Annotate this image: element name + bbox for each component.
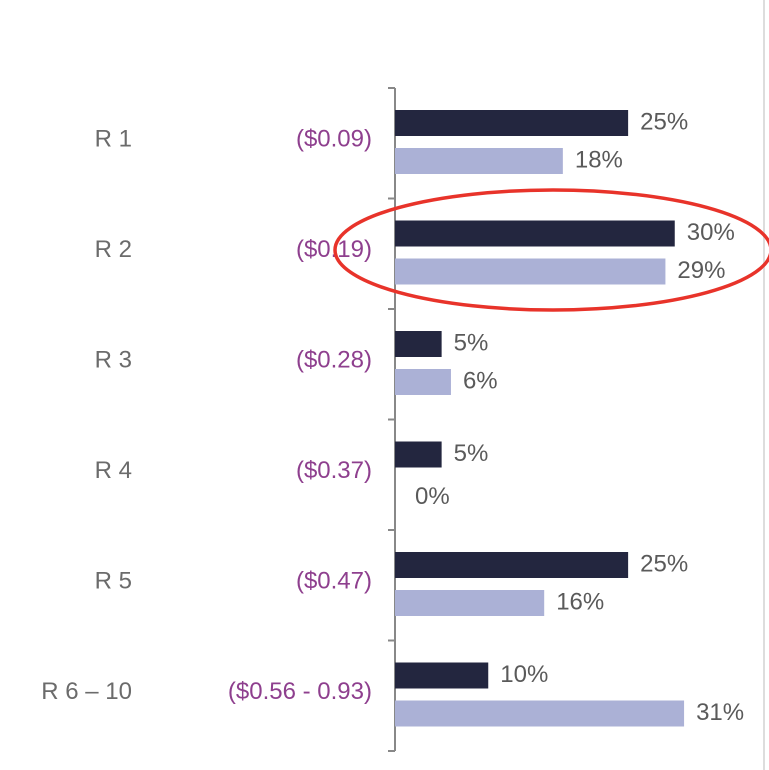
bar: [395, 258, 666, 285]
category-sublabel: ($0.56 - 0.93): [228, 678, 372, 705]
value-label: 5%: [454, 440, 489, 467]
bar: [395, 552, 629, 578]
bar: [395, 590, 545, 616]
value-label: 5%: [454, 329, 489, 356]
value-label: 16%: [556, 588, 604, 615]
value-label: 25%: [640, 108, 688, 135]
value-label: 31%: [696, 699, 744, 726]
category-label: R 2: [95, 236, 132, 263]
category-sublabel: ($0.28): [296, 346, 372, 373]
value-label: 10%: [500, 661, 548, 688]
bar: [395, 369, 451, 395]
category-label: R 6 – 10: [41, 678, 132, 705]
bar: [395, 148, 563, 174]
bar: [395, 220, 675, 247]
bar: [395, 110, 629, 136]
category-sublabel: ($0.37): [296, 457, 372, 484]
value-label: 25%: [640, 550, 688, 577]
bar: [395, 441, 442, 468]
highlight-ellipse: [333, 188, 769, 312]
category-sublabel: ($0.09): [296, 125, 372, 152]
category-label: R 1: [95, 125, 132, 152]
value-label: 29%: [677, 257, 725, 284]
bar: [395, 700, 685, 727]
value-label: 6%: [463, 367, 498, 394]
bar: [395, 331, 442, 357]
category-sublabel: ($0.47): [296, 567, 372, 594]
value-label: 30%: [687, 219, 735, 246]
category-label: R 4: [95, 457, 132, 484]
plot-area: R 1 ($0.09)25%18%R 2 ($0.19)30%29%R 3 ($0.2…: [41, 87, 744, 752]
value-label: 0%: [415, 483, 450, 510]
value-label: 18%: [575, 146, 623, 173]
category-label: R 5: [95, 567, 132, 594]
category-label: R 3: [95, 346, 132, 373]
bar: [395, 662, 489, 689]
